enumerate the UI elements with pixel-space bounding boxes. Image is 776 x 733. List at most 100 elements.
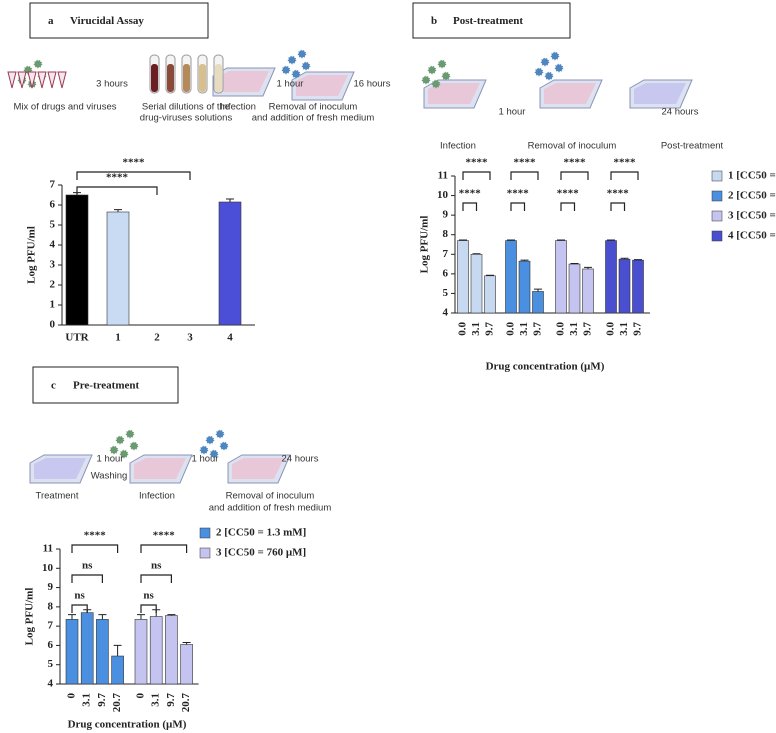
significance-bracket <box>140 604 157 613</box>
y-tick-label: 2 <box>50 279 56 291</box>
virus-icon <box>115 435 125 445</box>
panel-title: Virucidal Assay <box>70 15 144 27</box>
significance-label: ns <box>151 560 162 572</box>
virus-icon <box>205 435 215 445</box>
x-tick-label: 4 <box>227 332 233 344</box>
significance-bracket <box>610 202 626 211</box>
y-tick-label: 3 <box>50 259 56 271</box>
virus-icon <box>199 445 209 455</box>
error-bar <box>486 274 494 276</box>
x-tick-label: 9.7 <box>484 322 496 336</box>
significance-label: ns <box>74 590 85 602</box>
panel-box <box>412 2 571 39</box>
virus-icon <box>534 67 544 77</box>
legend-swatch <box>711 170 723 182</box>
significance-label: **** <box>507 188 530 200</box>
virus-icon <box>215 429 225 439</box>
bar <box>518 260 531 314</box>
significance-label: **** <box>123 157 146 169</box>
workflow-text: Washing <box>91 471 128 482</box>
virus-icon <box>427 65 437 75</box>
legend-label: 2 [CC50 = 38.2 µM] <box>728 190 776 202</box>
y-tick-label: 7 <box>50 179 56 191</box>
y-tick-label: 9 <box>443 209 449 221</box>
workflow-text: and addition of fresh medium <box>209 503 332 514</box>
workflow-text: Infection <box>440 141 476 152</box>
workflow-text: Removal of inoculum <box>226 491 315 502</box>
workflow-text: 24 hours <box>662 107 699 118</box>
error-bar <box>137 614 145 620</box>
legend-label: 3 [CC50 = 43.2 µM] <box>728 210 776 222</box>
x-tick-label: 9.7 <box>632 322 644 336</box>
workflow-text: Serial dilutions of the <box>142 102 230 113</box>
significance-bracket <box>76 186 158 195</box>
y-tick-label: 5 <box>48 658 54 670</box>
error-bar <box>570 262 579 265</box>
legend-label: 4 [CC50 = 235.2 µM] <box>728 230 776 242</box>
virus-icon <box>281 65 291 75</box>
legend-swatch <box>711 230 723 242</box>
x-tick-label: UTR <box>65 332 89 344</box>
x-tick-label: 3.1 <box>518 322 530 336</box>
significance-bracket <box>610 171 639 180</box>
panel-box <box>32 366 179 404</box>
significance-label: **** <box>106 172 129 184</box>
x-tick-label: 0 <box>66 693 78 699</box>
virus-icon <box>437 59 447 69</box>
well-plate-top <box>296 75 348 96</box>
well-plate-top <box>34 458 86 479</box>
bar <box>605 240 617 314</box>
bar <box>111 655 124 685</box>
significance-bracket <box>462 171 491 180</box>
bar <box>457 240 469 314</box>
tube-liquid <box>215 64 222 92</box>
y-tick-label: 6 <box>50 199 56 211</box>
error-bar <box>113 644 122 657</box>
error-bar <box>68 614 76 620</box>
significance-bracket <box>510 171 539 180</box>
error-bar <box>634 259 642 261</box>
bar <box>65 194 89 326</box>
x-tick-label: 9.7 <box>582 322 594 336</box>
significance-label: **** <box>84 530 107 542</box>
bar <box>149 616 163 685</box>
workflow-text: Mix of drugs and viruses <box>14 102 117 113</box>
bar <box>618 258 631 314</box>
workflow-text: 1 hour <box>192 454 219 465</box>
virus-icon <box>544 71 554 81</box>
bar <box>165 615 178 685</box>
well-plate-top <box>428 83 480 104</box>
error-bar <box>182 642 191 645</box>
workflow-text: Infection <box>220 102 256 113</box>
significance-bracket <box>560 171 589 180</box>
significance-label: **** <box>466 157 489 169</box>
x-tick-label: 3.1 <box>568 322 580 336</box>
significance-label: **** <box>607 188 630 200</box>
bar <box>65 619 79 685</box>
bar <box>568 263 581 314</box>
x-tick-label: 9.7 <box>165 693 177 707</box>
error-bar <box>167 614 176 616</box>
y-tick-label: 7 <box>443 248 449 260</box>
virus-icon <box>219 441 229 451</box>
significance-bracket <box>140 574 172 583</box>
x-tick-label: 3.1 <box>81 693 93 707</box>
significance-label: ns <box>82 560 93 572</box>
virus-icon <box>119 449 129 459</box>
y-tick-label: 4 <box>50 239 56 251</box>
y-axis-label: Log PFU/ml <box>419 216 431 274</box>
tube <box>7 71 17 89</box>
tube <box>17 71 27 89</box>
x-tick-label: 3.1 <box>150 693 162 707</box>
tube-liquid <box>151 64 158 92</box>
error-bar <box>472 253 481 255</box>
x-tick-label: 1 <box>115 332 121 344</box>
bar <box>80 612 94 685</box>
tube <box>37 71 47 89</box>
x-tick-label: 0.0 <box>555 322 567 336</box>
virus-icon <box>301 61 311 71</box>
y-tick-label: 8 <box>48 600 54 612</box>
significance-label: **** <box>557 188 580 200</box>
virus-icon <box>291 69 301 79</box>
